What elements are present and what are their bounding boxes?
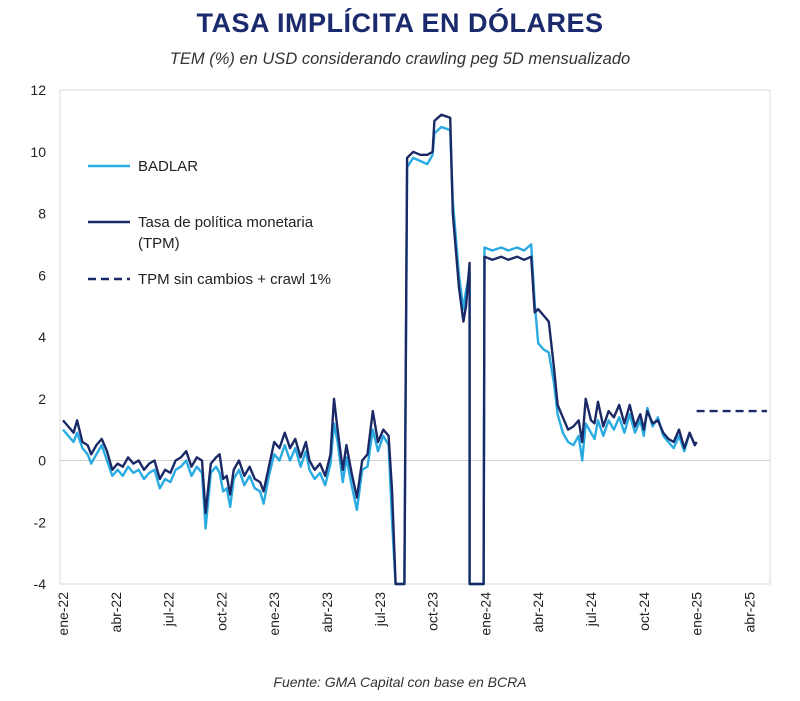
y-tick-label: 6 <box>38 267 46 283</box>
x-tick-label: ene-23 <box>266 592 282 636</box>
y-tick-label: 2 <box>38 391 46 407</box>
x-tick-label: ene-25 <box>689 592 705 636</box>
y-tick-label: 8 <box>38 206 46 222</box>
legend-label-tpm-crawl: TPM sin cambios + crawl 1% <box>138 271 331 288</box>
y-tick-label: -2 <box>34 514 47 530</box>
x-tick-label: oct-23 <box>425 592 441 631</box>
legend: BADLAR Tasa de política monetaria (TPM) … <box>88 158 331 288</box>
chart-subtitle: TEM (%) en USD considerando crawling peg… <box>169 50 631 68</box>
x-tick-label: jul-22 <box>161 592 177 627</box>
y-tick-label: 12 <box>30 82 46 98</box>
x-tick-label: ene-24 <box>477 592 493 636</box>
legend-label-tpm-line1: Tasa de política monetaria <box>138 214 314 231</box>
legend-label-tpm-line2: (TPM) <box>138 235 180 252</box>
x-tick-label: abr-25 <box>741 592 757 633</box>
y-tick-label: 0 <box>38 453 46 469</box>
x-tick-label: jul-23 <box>372 592 388 627</box>
series-line-tpm <box>62 113 698 586</box>
x-axis: ene-22 abr-22 jul-22 oct-22 ene-23 abr-23 jul-… <box>55 592 757 636</box>
y-axis: -4 -2 0 2 4 6 8 10 12 <box>30 82 46 592</box>
source-note: Fuente: GMA Capital con base en BCRA <box>273 674 527 690</box>
chart-title: TASA IMPLÍCITA EN DÓLARES <box>196 8 604 38</box>
x-tick-label: abr-22 <box>108 592 124 633</box>
x-tick-label: jul-24 <box>583 592 599 627</box>
series-line-badlar <box>62 125 698 586</box>
y-tick-label: 4 <box>38 329 46 345</box>
legend-label-badlar: BADLAR <box>138 158 198 175</box>
x-tick-label: abr-24 <box>530 592 546 633</box>
series-layer <box>62 113 767 586</box>
y-tick-label: -4 <box>34 576 47 592</box>
y-tick-label: 10 <box>30 144 46 160</box>
x-tick-label: ene-22 <box>55 592 71 636</box>
x-tick-label: oct-24 <box>636 592 652 631</box>
x-tick-label: oct-22 <box>213 592 229 631</box>
plot-frame <box>59 89 771 585</box>
x-tick-label: abr-23 <box>319 592 335 633</box>
